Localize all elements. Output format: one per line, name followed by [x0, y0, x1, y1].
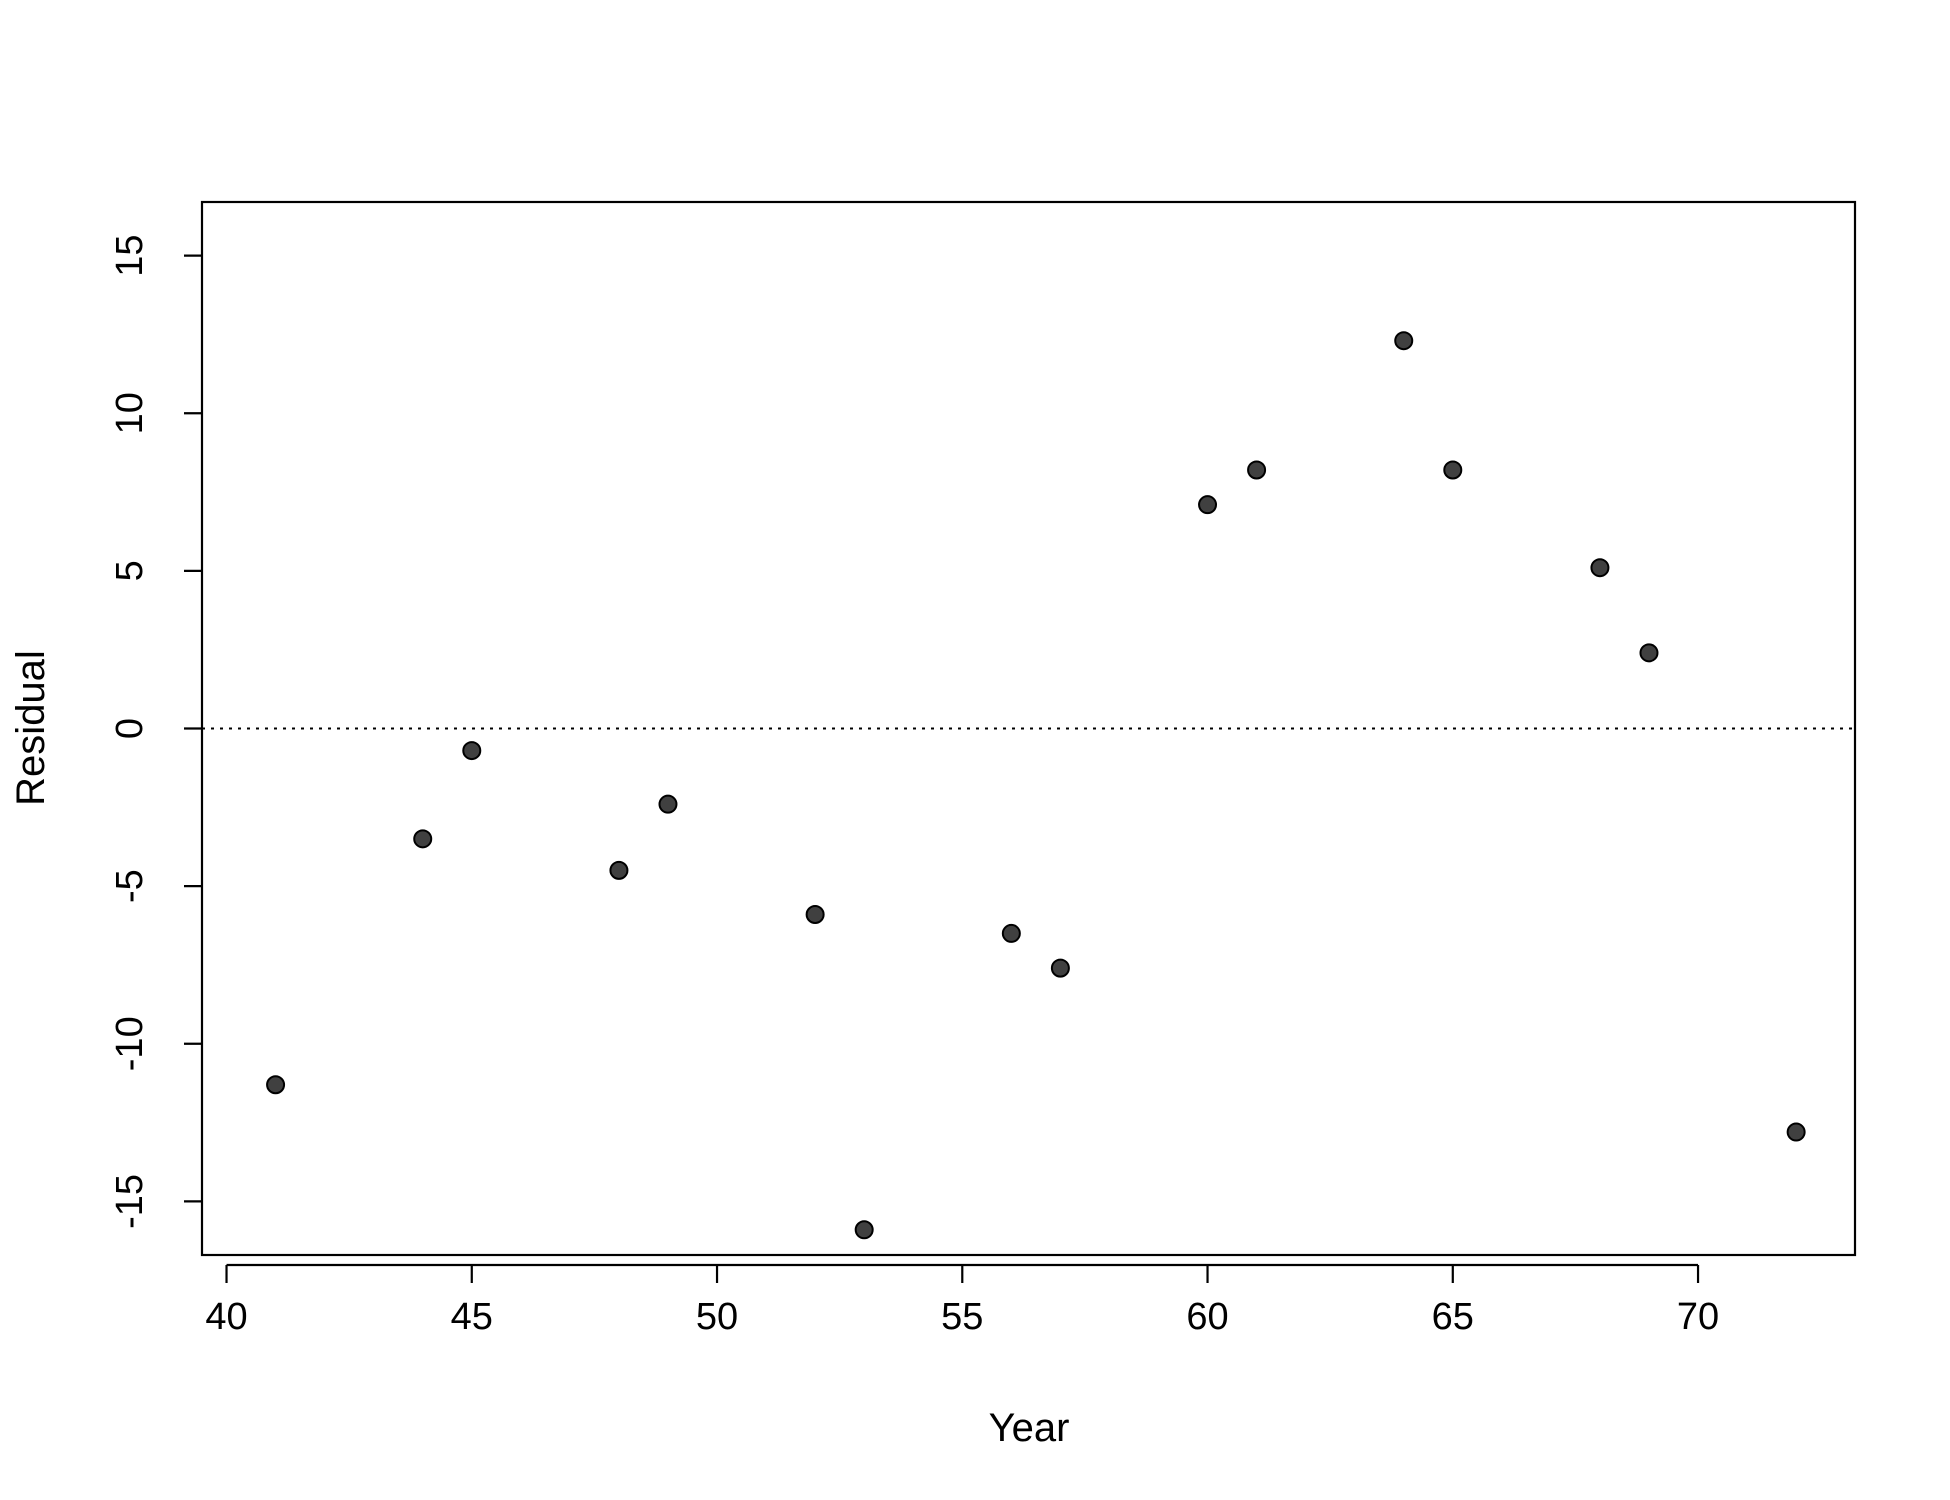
data-point [413, 829, 433, 849]
data-point [1443, 460, 1463, 480]
data-points [266, 331, 1806, 1240]
data-point [266, 1075, 286, 1095]
y-tick-label: -15 [109, 1174, 151, 1229]
x-tick-label: 60 [1186, 1296, 1228, 1338]
y-tick-label: -10 [109, 1016, 151, 1071]
x-axis: 40 45 50 55 60 65 70 [205, 1263, 1719, 1338]
data-point [1001, 923, 1021, 943]
data-point [658, 794, 678, 814]
x-tick-label: 55 [941, 1296, 983, 1338]
y-tick-label: 10 [109, 392, 151, 434]
data-point [1394, 331, 1414, 351]
y-tick-label: 15 [109, 234, 151, 276]
data-point [1050, 958, 1070, 978]
y-tick-label: 5 [109, 560, 151, 581]
data-point [1198, 495, 1218, 515]
y-tick-label: -5 [109, 869, 151, 903]
x-tick-label: 65 [1432, 1296, 1474, 1338]
data-point [609, 860, 629, 880]
data-point [1590, 558, 1610, 578]
x-tick-label: 50 [696, 1296, 738, 1338]
x-tick-label: 45 [451, 1296, 493, 1338]
data-point [462, 741, 482, 761]
data-point [854, 1220, 874, 1240]
data-point [805, 905, 825, 925]
y-tick-label: 0 [109, 718, 151, 739]
y-axis-title: Residual [9, 650, 53, 806]
data-point [1247, 460, 1267, 480]
y-axis: -15 -10 -5 0 5 10 15 [109, 234, 202, 1229]
x-tick-label: 70 [1677, 1296, 1719, 1338]
data-point [1639, 643, 1659, 663]
x-tick-label: 40 [205, 1296, 247, 1338]
x-axis-title: Year [989, 1406, 1070, 1450]
data-point [1786, 1122, 1806, 1142]
